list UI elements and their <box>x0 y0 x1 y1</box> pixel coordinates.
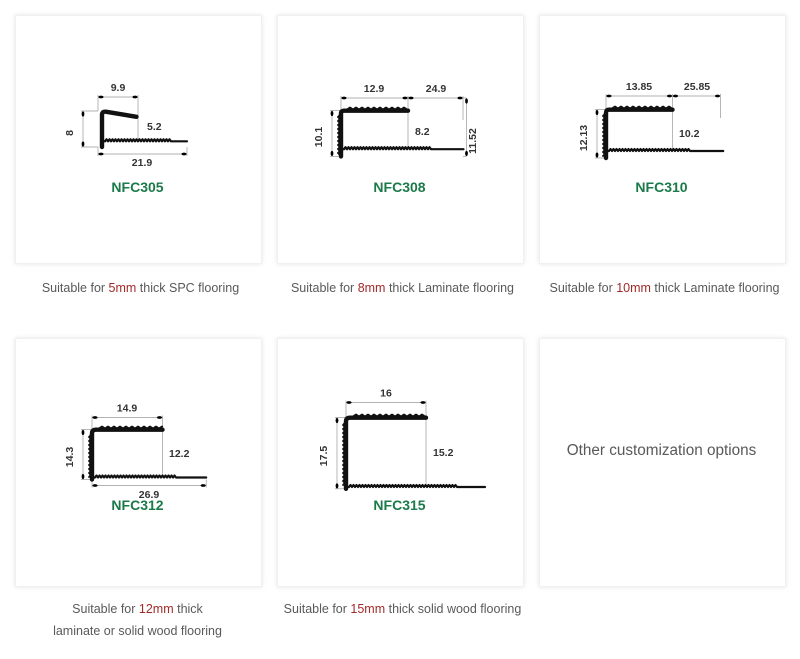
svg-text:21.9: 21.9 <box>132 157 153 169</box>
svg-text:24.9: 24.9 <box>426 83 447 95</box>
svg-text:12.9: 12.9 <box>364 83 385 95</box>
svg-text:8.2: 8.2 <box>415 126 430 138</box>
svg-text:13.85: 13.85 <box>626 81 652 93</box>
svg-text:11.52: 11.52 <box>467 128 479 154</box>
svg-text:16: 16 <box>380 388 392 400</box>
svg-text:12.13: 12.13 <box>578 125 590 151</box>
svg-text:8: 8 <box>64 130 76 136</box>
svg-text:9.9: 9.9 <box>111 82 126 94</box>
svg-text:10.2: 10.2 <box>679 128 700 140</box>
svg-text:5.2: 5.2 <box>147 121 162 133</box>
svg-text:14.9: 14.9 <box>117 403 138 415</box>
svg-text:25.85: 25.85 <box>684 81 710 93</box>
svg-text:10.1: 10.1 <box>313 127 325 148</box>
svg-text:15.2: 15.2 <box>433 447 454 459</box>
svg-text:14.3: 14.3 <box>64 447 76 468</box>
svg-text:12.2: 12.2 <box>169 448 190 460</box>
svg-text:17.5: 17.5 <box>318 446 330 467</box>
